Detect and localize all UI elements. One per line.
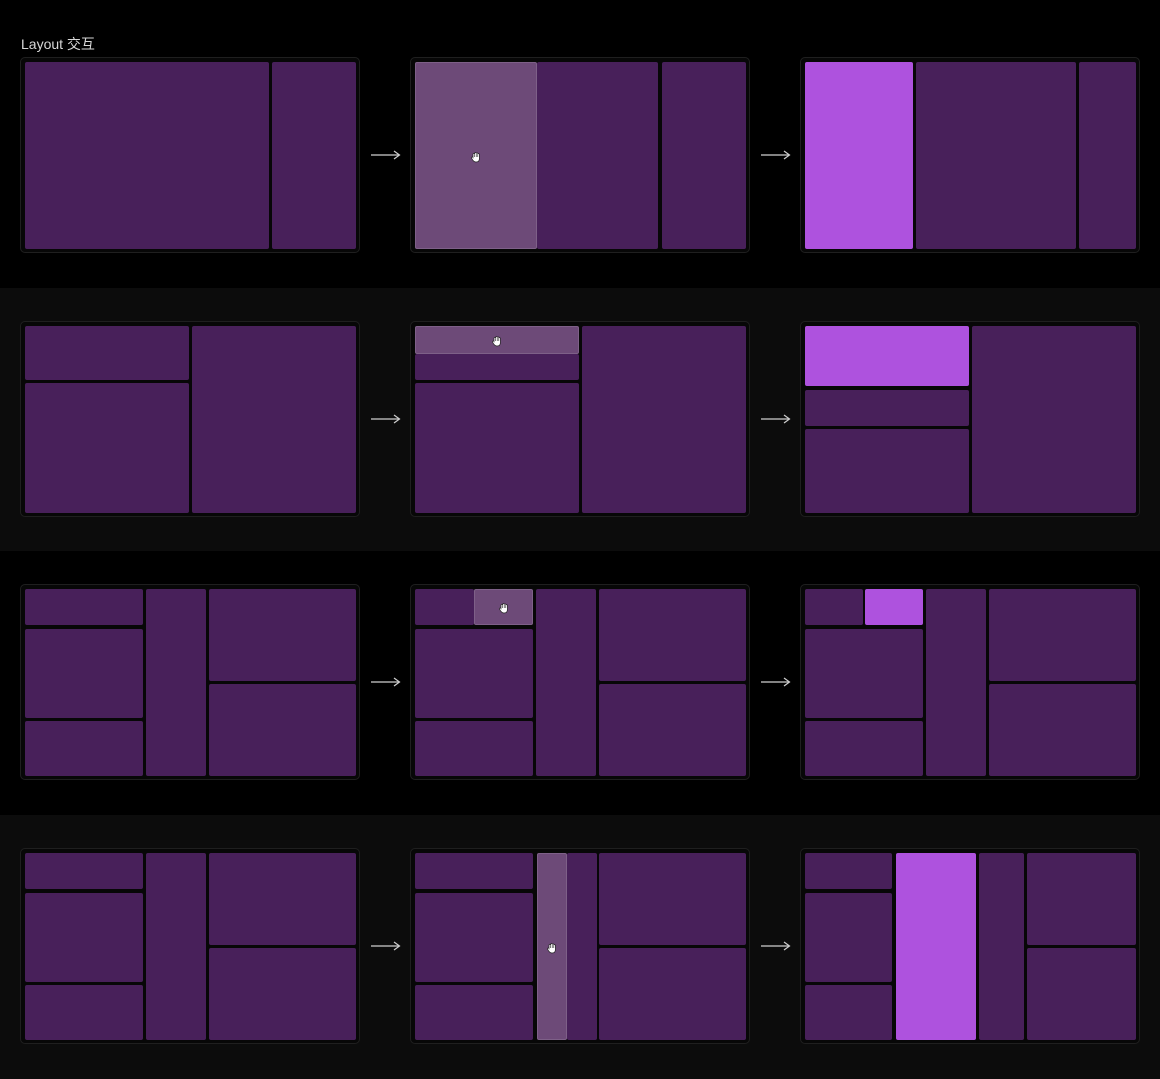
dragging-panel[interactable]	[474, 589, 533, 625]
layout-panel[interactable]	[805, 429, 969, 513]
layout-panel[interactable]	[25, 326, 189, 380]
layout-frame-row4-dragging	[410, 848, 750, 1044]
arrow-right-icon	[760, 675, 792, 689]
layout-frame-row4-result	[800, 848, 1140, 1044]
layout-panel[interactable]	[415, 985, 533, 1040]
arrow-right-icon	[760, 148, 792, 162]
layout-panel[interactable]	[1079, 62, 1136, 249]
layout-panel[interactable]	[582, 326, 746, 513]
layout-panel[interactable]	[415, 354, 579, 380]
layout-panel[interactable]	[805, 985, 892, 1040]
layout-panel[interactable]	[599, 684, 746, 776]
layout-panel[interactable]	[25, 985, 143, 1040]
layout-panel[interactable]	[25, 629, 143, 718]
arrow-right-icon	[760, 939, 792, 953]
layout-frame-row3-initial	[20, 584, 360, 780]
layout-panel[interactable]	[972, 326, 1136, 513]
layout-panel[interactable]	[567, 853, 597, 1040]
grab-hand-icon	[546, 941, 558, 953]
dragging-panel[interactable]	[537, 853, 567, 1040]
arrow-right-icon	[760, 412, 792, 426]
layout-frame-row2-dragging	[410, 321, 750, 517]
layout-panel[interactable]	[805, 853, 892, 889]
layout-panel[interactable]	[415, 629, 533, 718]
layout-panel[interactable]	[916, 62, 1076, 249]
layout-frame-row2-result	[800, 321, 1140, 517]
layout-panel[interactable]	[146, 589, 206, 776]
dropped-panel[interactable]	[805, 326, 969, 386]
layout-panel[interactable]	[662, 62, 746, 249]
arrow-right-icon	[370, 148, 402, 162]
dragging-panel[interactable]	[415, 62, 537, 249]
layout-frame-row2-initial	[20, 321, 360, 517]
dropped-panel[interactable]	[805, 62, 913, 249]
arrow-right-icon	[370, 675, 402, 689]
layout-panel[interactable]	[272, 62, 356, 249]
layout-panel[interactable]	[25, 62, 269, 249]
layout-panel[interactable]	[209, 684, 356, 776]
layout-frame-row1-dragging	[410, 57, 750, 253]
layout-panel[interactable]	[209, 948, 356, 1040]
grab-hand-icon	[470, 150, 482, 162]
layout-panel[interactable]	[1027, 948, 1136, 1040]
layout-panel[interactable]	[415, 589, 474, 625]
layout-panel[interactable]	[146, 853, 206, 1040]
layout-panel[interactable]	[805, 721, 923, 776]
layout-frame-row1-initial	[20, 57, 360, 253]
layout-frame-row3-dragging	[410, 584, 750, 780]
layout-frame-row4-initial	[20, 848, 360, 1044]
layout-panel[interactable]	[209, 853, 356, 945]
layout-panel[interactable]	[415, 893, 533, 982]
layout-panel[interactable]	[979, 853, 1024, 1040]
layout-panel[interactable]	[805, 629, 923, 718]
layout-panel[interactable]	[599, 948, 746, 1040]
layout-panel[interactable]	[805, 589, 863, 625]
layout-panel[interactable]	[989, 684, 1136, 776]
grab-hand-icon	[498, 601, 510, 614]
layout-panel[interactable]	[805, 390, 969, 426]
layout-panel[interactable]	[25, 589, 143, 625]
layout-panel[interactable]	[192, 326, 356, 513]
layout-panel[interactable]	[25, 893, 143, 982]
layout-panel[interactable]	[25, 853, 143, 889]
layout-panel[interactable]	[415, 721, 533, 776]
dropped-panel[interactable]	[865, 589, 923, 625]
dropped-panel[interactable]	[896, 853, 976, 1040]
layout-panel[interactable]	[25, 383, 189, 513]
layout-panel[interactable]	[926, 589, 986, 776]
layout-frame-row3-result	[800, 584, 1140, 780]
layout-panel[interactable]	[1027, 853, 1136, 945]
dragging-panel[interactable]	[415, 326, 579, 354]
layout-panel[interactable]	[599, 853, 746, 945]
layout-panel[interactable]	[536, 589, 596, 776]
arrow-right-icon	[370, 412, 402, 426]
arrow-right-icon	[370, 939, 402, 953]
layout-frame-row1-result	[800, 57, 1140, 253]
layout-panel[interactable]	[599, 589, 746, 681]
grab-hand-icon	[491, 334, 503, 347]
layout-panel[interactable]	[25, 721, 143, 776]
layout-panel[interactable]	[537, 62, 658, 249]
layout-panel[interactable]	[209, 589, 356, 681]
layout-panel[interactable]	[415, 853, 533, 889]
layout-panel[interactable]	[805, 893, 892, 982]
page-title: Layout 交互	[21, 36, 95, 52]
layout-panel[interactable]	[989, 589, 1136, 681]
layout-panel[interactable]	[415, 383, 579, 513]
